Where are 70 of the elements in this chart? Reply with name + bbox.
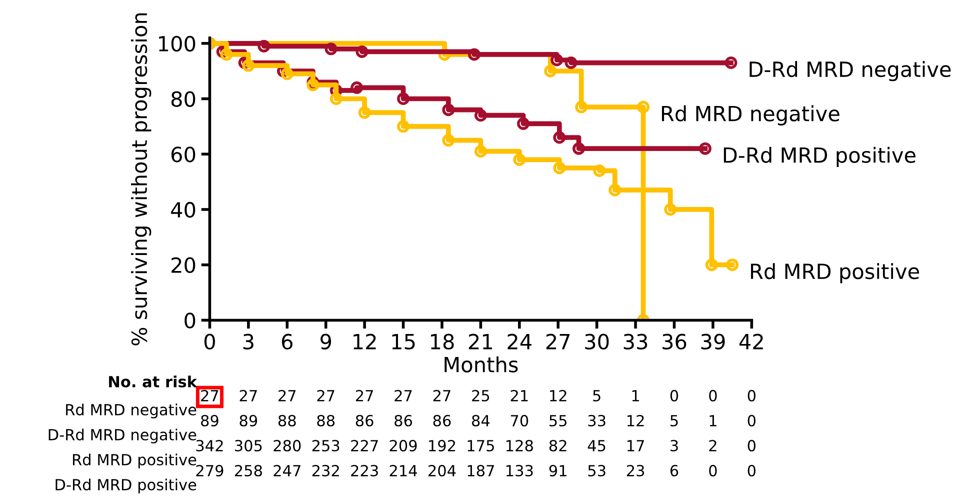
point xyxy=(544,64,557,78)
x-tick-label: 36 xyxy=(662,334,686,350)
point xyxy=(575,100,588,114)
point xyxy=(242,59,255,72)
point xyxy=(474,145,487,158)
y-tick-label: 100 xyxy=(159,36,196,52)
text: D-Rd MRD positive xyxy=(56,478,196,494)
point xyxy=(553,131,566,144)
point xyxy=(397,92,410,105)
point xyxy=(258,40,270,52)
x-tick-label: 24 xyxy=(508,334,532,350)
point xyxy=(468,48,480,61)
point xyxy=(220,48,233,61)
point xyxy=(593,164,606,177)
x-tick-label: 15 xyxy=(392,334,415,350)
x-tick-label: 42 xyxy=(739,334,763,350)
y-axis-title: % surviving without progression xyxy=(131,13,152,346)
x-tick-label: 21 xyxy=(468,334,492,350)
point xyxy=(358,106,371,119)
point xyxy=(324,42,338,56)
x-tick-label: 0 xyxy=(204,334,215,350)
point xyxy=(517,117,530,130)
text: 342 305 280 253 227 209 192 175 128 82 45 17 3 2 0 xyxy=(196,440,756,452)
point xyxy=(442,134,455,147)
point xyxy=(280,68,294,80)
point xyxy=(637,100,650,114)
series-label: Rd MRD positive xyxy=(751,263,920,284)
x-tick-label: 39 xyxy=(701,334,725,350)
point xyxy=(705,258,718,272)
point xyxy=(664,203,677,216)
y-tick-label: 80 xyxy=(171,91,196,107)
x-axis-title: Months xyxy=(444,356,518,372)
point xyxy=(442,104,455,116)
x-tick-label: 9 xyxy=(320,334,332,350)
text: Rd MRD positive xyxy=(72,454,196,468)
x-tick-label: 27 xyxy=(546,334,570,350)
y-tick-label: 0 xyxy=(184,312,196,328)
series-label: D-Rd MRD positive xyxy=(724,146,916,167)
point xyxy=(698,142,712,155)
text: 27 27 27 27 27 27 27 25 21 12 5 1 0 0 0 xyxy=(201,390,756,402)
text: 279 258 247 232 223 214 204 187 133 91 53 23 6 0 0 xyxy=(196,464,756,476)
series-label: Rd MRD negative xyxy=(662,105,840,126)
point xyxy=(572,142,586,155)
x-tick-label: 30 xyxy=(585,334,609,350)
point xyxy=(306,78,320,92)
x-tick-label: 6 xyxy=(282,334,292,350)
point xyxy=(724,56,738,70)
y-tick-label: 40 xyxy=(171,202,196,218)
text: Rd MRD negative xyxy=(66,404,196,418)
point xyxy=(356,45,368,58)
y-tick-label: 20 xyxy=(172,257,196,274)
x-tick-label: 12 xyxy=(354,334,376,350)
x-tick-label: 18 xyxy=(431,334,454,350)
series-label: D-Rd MRD negative xyxy=(750,61,951,82)
point xyxy=(564,56,578,70)
x-tick-label: 33 xyxy=(624,334,648,350)
text: 89 89 88 88 86 86 86 84 70 55 33 12 5 1 0 xyxy=(201,414,756,426)
point xyxy=(726,258,739,272)
point xyxy=(350,81,364,94)
point xyxy=(553,162,566,174)
point xyxy=(513,153,526,166)
y-tick-label: 60 xyxy=(171,146,196,162)
text: D-Rd MRD negative xyxy=(48,428,196,444)
x-tick-label: 3 xyxy=(243,334,254,350)
text: No. at risk xyxy=(109,376,198,388)
point xyxy=(550,54,564,66)
point xyxy=(474,109,487,122)
point xyxy=(608,184,622,196)
point xyxy=(397,120,410,133)
point xyxy=(330,92,342,105)
